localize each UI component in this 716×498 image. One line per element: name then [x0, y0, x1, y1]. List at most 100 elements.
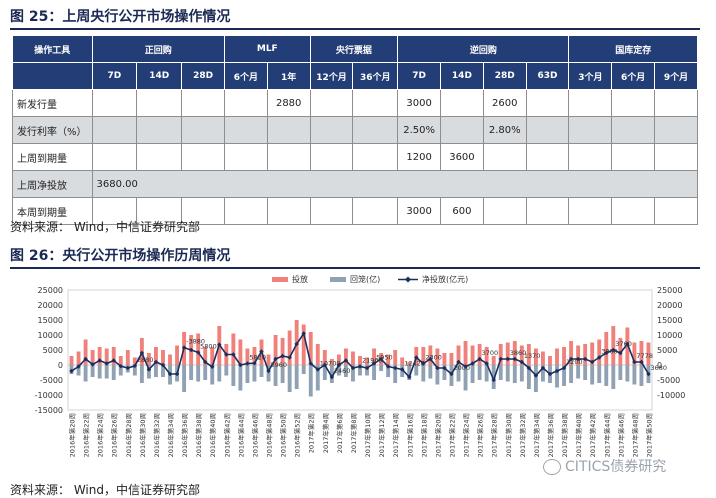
bar-withdraw — [238, 365, 243, 391]
x-tick-label: 2017年第30周 — [504, 413, 513, 457]
bar-inject — [322, 350, 327, 365]
table-header-row-2: 7D 14D 28D 6个月 1年 12个月 36个月 7D 14D 28D 6… — [12, 62, 698, 90]
header-term: 63D — [525, 62, 570, 90]
bar-withdraw — [182, 365, 187, 392]
bar-inject — [372, 348, 377, 365]
data-label: 3700 — [482, 349, 499, 357]
x-tick-label: 2016年第42周 — [222, 413, 231, 457]
net-point — [315, 367, 320, 372]
bar-inject — [632, 342, 637, 365]
net-point — [407, 374, 412, 380]
bar-inject — [280, 338, 285, 365]
bar-inject — [646, 342, 651, 365]
x-tick-label: 2017年第4周 — [321, 413, 330, 453]
bar-withdraw — [625, 365, 630, 382]
bar-inject — [83, 339, 88, 365]
net-point — [280, 353, 285, 359]
x-tick-label: 2017年第6周 — [335, 413, 344, 453]
net-point — [625, 341, 630, 347]
table-cell — [266, 197, 311, 225]
bar-inject — [358, 356, 362, 365]
x-tick-label: 2017年第48周 — [630, 413, 639, 457]
table-row-this-week-maturity: 本周到期量 3000 600 — [12, 197, 698, 225]
bar-withdraw — [562, 365, 566, 386]
table-cell — [525, 116, 570, 144]
table-cell: 2600 — [482, 89, 527, 117]
bar-withdraw — [358, 365, 362, 376]
net-point — [470, 361, 475, 366]
bar-inject — [252, 347, 257, 365]
legend-label-inject: 投放 — [292, 274, 308, 284]
table-cell — [654, 143, 698, 171]
bar-withdraw — [161, 365, 165, 377]
x-tick-label: 2017年第46周 — [616, 413, 625, 457]
net-point — [336, 362, 342, 368]
bar-withdraw — [146, 365, 151, 379]
table-cell — [223, 197, 268, 225]
y-tick-label: -15000 — [35, 406, 63, 415]
table-row-issue-rate: 发行利率（%） 2.50% 2.80% — [12, 116, 698, 144]
bar-withdraw — [97, 365, 102, 379]
data-label: 1200 — [566, 358, 583, 366]
table-cell — [611, 197, 656, 225]
y2-tick-label: 10000 — [657, 331, 682, 340]
table-cell — [568, 197, 613, 225]
bar-withdraw — [583, 365, 588, 380]
header-term: 6个月 — [223, 62, 268, 90]
bar-inject — [336, 354, 341, 365]
x-tick-label: 2016年第28周 — [124, 413, 133, 457]
net-point — [378, 356, 384, 362]
net-point — [181, 345, 187, 350]
bar-withdraw — [294, 365, 299, 389]
net-point — [547, 371, 553, 377]
bar-withdraw — [491, 365, 496, 389]
net-point — [364, 365, 370, 371]
bar-withdraw — [224, 365, 229, 376]
net-point — [69, 368, 74, 374]
bar-inject — [400, 357, 405, 365]
bar-inject — [590, 342, 595, 365]
bar-inject — [154, 347, 158, 365]
header-tool: 操作工具 — [12, 35, 93, 63]
bar-withdraw — [576, 365, 581, 379]
bar-withdraw — [477, 365, 482, 380]
net-point — [568, 356, 574, 362]
bar-withdraw — [498, 365, 503, 380]
table-cell — [568, 143, 613, 171]
net-point — [343, 358, 349, 363]
bar-inject — [76, 351, 81, 365]
table-row-last-week-maturity: 上周到期量 1200 3600 — [12, 143, 698, 171]
net-point — [245, 361, 250, 366]
net-point — [414, 355, 419, 360]
net-point — [498, 356, 503, 362]
bar-withdraw — [76, 365, 81, 376]
title-rule — [10, 267, 700, 269]
legend-swatch-inject — [272, 277, 288, 282]
x-tick-label: 2016年第44周 — [236, 413, 245, 457]
bar-withdraw — [519, 365, 524, 382]
bar-withdraw — [632, 365, 637, 385]
net-point — [287, 355, 292, 360]
bar-inject — [203, 347, 208, 365]
table-cell — [611, 143, 656, 171]
data-label: -3880 — [186, 338, 205, 346]
net-point — [611, 347, 616, 353]
header-mlf: MLF — [223, 35, 311, 63]
net-point — [125, 365, 131, 371]
net-point — [519, 359, 525, 365]
x-tick-label: 2016年第22周 — [82, 413, 91, 457]
table-cell — [266, 143, 311, 171]
table-cell — [309, 197, 354, 225]
bar-inject — [175, 345, 179, 365]
net-point — [294, 341, 299, 347]
table-cell — [136, 116, 183, 144]
figure-25-source: 资料来源： Wind，中信证券研究部 — [10, 220, 200, 234]
x-tick-label: 2017年第12周 — [377, 413, 386, 457]
x-tick-label: 2017年第36周 — [546, 413, 555, 457]
data-label: 5960 — [271, 361, 288, 369]
table-cell — [136, 89, 183, 117]
table-row-new-issuance: 新发行量 2880 3000 2600 — [12, 89, 698, 117]
x-tick-label: 2017年第50周 — [644, 413, 653, 457]
table-cell — [309, 143, 354, 171]
x-tick-label: 2017年第28周 — [490, 413, 499, 457]
